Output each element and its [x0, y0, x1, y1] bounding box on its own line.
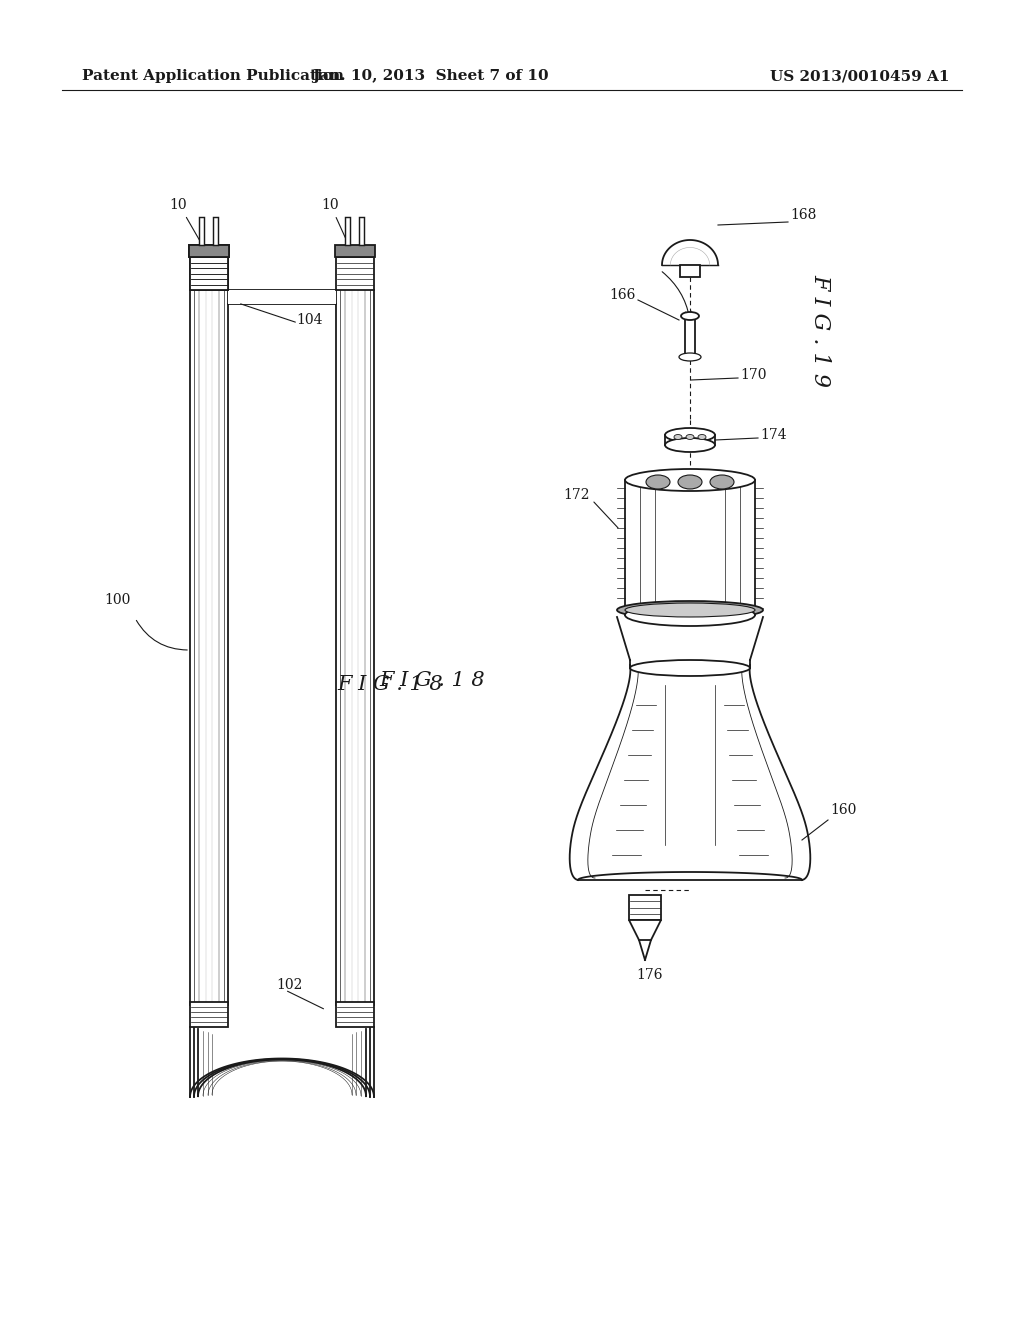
Ellipse shape — [665, 428, 715, 442]
Bar — [189, 246, 229, 257]
Text: Jan. 10, 2013  Sheet 7 of 10: Jan. 10, 2013 Sheet 7 of 10 — [311, 69, 548, 83]
Bar — [335, 246, 375, 257]
FancyBboxPatch shape — [629, 895, 662, 920]
Ellipse shape — [625, 603, 755, 616]
Bar — [359, 216, 364, 246]
Text: 168: 168 — [790, 209, 816, 222]
Text: 104: 104 — [297, 313, 324, 327]
Ellipse shape — [625, 469, 755, 491]
Text: 172: 172 — [563, 488, 590, 502]
Text: 170: 170 — [740, 368, 767, 381]
Ellipse shape — [674, 434, 682, 440]
Ellipse shape — [698, 434, 706, 440]
Text: 176: 176 — [637, 968, 664, 982]
Ellipse shape — [630, 660, 750, 676]
Text: 100: 100 — [104, 593, 131, 607]
Polygon shape — [629, 920, 662, 940]
Ellipse shape — [625, 605, 755, 626]
Text: 102: 102 — [276, 978, 303, 993]
Bar — [685, 315, 695, 360]
Text: Patent Application Publication: Patent Application Publication — [82, 69, 344, 83]
Text: US 2013/0010459 A1: US 2013/0010459 A1 — [770, 69, 950, 83]
Ellipse shape — [646, 475, 670, 488]
Text: 10: 10 — [322, 198, 339, 213]
Text: 160: 160 — [830, 803, 856, 817]
Text: 10: 10 — [169, 198, 186, 213]
Ellipse shape — [679, 352, 701, 360]
Text: F I G . 1 8: F I G . 1 8 — [379, 671, 484, 689]
Bar — [189, 246, 229, 257]
Bar — [345, 216, 350, 246]
Ellipse shape — [681, 312, 699, 319]
Ellipse shape — [678, 475, 702, 488]
Text: F I G . 1 8: F I G . 1 8 — [337, 676, 442, 694]
Bar — [190, 257, 228, 290]
Bar — [190, 257, 228, 290]
Bar — [336, 257, 374, 290]
Bar — [213, 216, 218, 246]
Bar — [680, 265, 700, 277]
Ellipse shape — [686, 434, 694, 440]
Text: 174: 174 — [760, 428, 786, 442]
Ellipse shape — [710, 475, 734, 488]
Ellipse shape — [665, 438, 715, 451]
Bar — [199, 216, 204, 246]
Ellipse shape — [617, 601, 763, 619]
Bar — [228, 290, 336, 304]
Bar — [190, 1002, 228, 1027]
Text: F I G . 1 9: F I G . 1 9 — [809, 273, 831, 387]
Text: 166: 166 — [609, 288, 636, 302]
Bar — [336, 1002, 374, 1027]
